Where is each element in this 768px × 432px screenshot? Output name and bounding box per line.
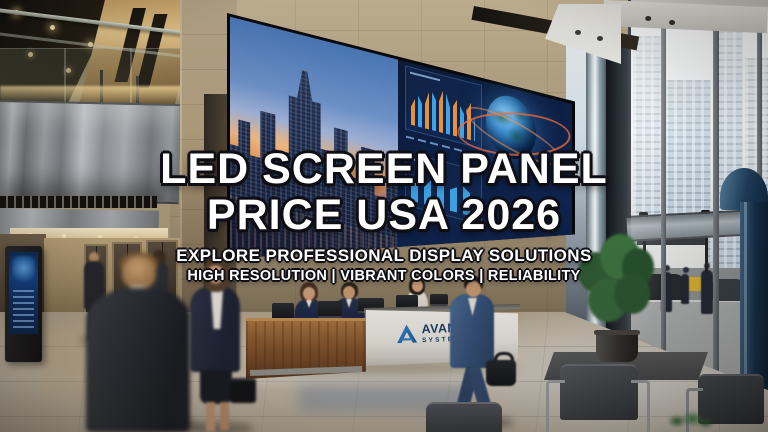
businesswoman-foreground bbox=[186, 258, 256, 432]
cove-light-glow bbox=[0, 86, 186, 103]
lounge-chair bbox=[546, 364, 650, 432]
street-car bbox=[711, 279, 745, 301]
digital-kiosk bbox=[5, 246, 42, 362]
person-head bbox=[89, 252, 99, 263]
headline-line-2: PRICE USA 2026 bbox=[206, 191, 562, 239]
window-mullion bbox=[713, 0, 719, 398]
tagline: HIGH RESOLUTION | VIBRANT COLORS | RELIA… bbox=[187, 268, 581, 284]
traffic-light-pole bbox=[705, 218, 708, 272]
person-leg bbox=[220, 402, 229, 430]
plant-pot bbox=[594, 330, 640, 362]
chair-arm bbox=[546, 380, 565, 432]
headline-line-1: LED SCREEN PANEL bbox=[160, 145, 608, 193]
hero-text-overlay: LED SCREEN PANEL PRICE USA 2026 EXPLORE … bbox=[0, 146, 768, 285]
avantage-logo-icon bbox=[397, 324, 418, 344]
businessman-blue-suit bbox=[444, 276, 516, 432]
desk-monitor bbox=[272, 303, 294, 320]
briefcase bbox=[230, 378, 256, 403]
person-body bbox=[86, 288, 190, 432]
person-face bbox=[207, 265, 224, 284]
louver-band bbox=[0, 196, 157, 208]
kiosk-screen bbox=[9, 252, 38, 334]
revolving-door bbox=[740, 202, 768, 396]
receptionist-shirt bbox=[346, 299, 352, 308]
person-leg bbox=[206, 402, 215, 432]
lounge-chair-partial bbox=[426, 402, 502, 432]
person-skirt bbox=[200, 370, 232, 404]
person-shirt bbox=[211, 291, 223, 329]
receptionist-body bbox=[294, 299, 324, 322]
receptionist-face bbox=[412, 280, 423, 292]
receptionist-shirt bbox=[306, 300, 312, 308]
potted-plant-leaves bbox=[578, 234, 654, 364]
receptionist-face bbox=[343, 286, 355, 299]
pedestrian bbox=[661, 265, 672, 312]
bag-handle bbox=[494, 352, 514, 365]
plant-leaf bbox=[614, 274, 650, 314]
chair-back bbox=[560, 364, 638, 420]
walking-man-foreground bbox=[86, 252, 190, 432]
window-mullion bbox=[661, 0, 666, 398]
desk-monitor bbox=[318, 301, 342, 318]
exit-sign bbox=[176, 252, 182, 262]
pedestrian bbox=[681, 267, 689, 304]
subheadline: EXPLORE PROFESSIONAL DISPLAY SOLUTIONS bbox=[176, 246, 592, 265]
chart-header-bar bbox=[410, 71, 440, 82]
avantage-logo: AVANTAGE SYSTEMS bbox=[395, 320, 516, 356]
person-shirt bbox=[468, 298, 477, 316]
person-face bbox=[466, 281, 481, 297]
chair-arm bbox=[631, 380, 650, 432]
receptionist bbox=[294, 282, 324, 322]
desk-shadow bbox=[246, 364, 518, 374]
person-head bbox=[122, 256, 156, 290]
person-body bbox=[84, 261, 104, 309]
small-plant bbox=[664, 410, 716, 432]
desk-monitor bbox=[430, 294, 448, 306]
briefcase bbox=[486, 360, 516, 386]
receptionist-face bbox=[303, 287, 315, 300]
